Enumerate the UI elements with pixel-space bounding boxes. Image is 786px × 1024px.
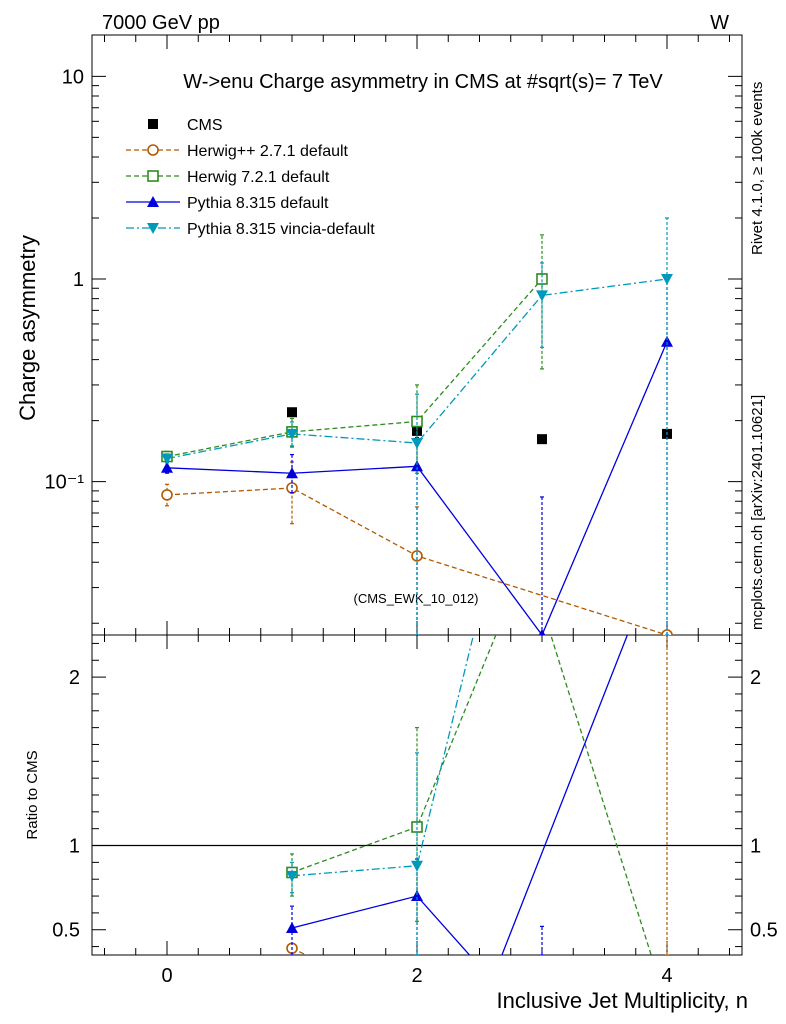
main-herwig-7-2-1-default-series <box>161 234 548 474</box>
source-label: mcplots.cern.ch [arXiv:2401.10621] <box>749 395 766 630</box>
main-y-tick-label: 10 <box>62 66 84 88</box>
ratio-herwig-2-7-1-default-series <box>286 635 669 955</box>
legend-herwig-2-7-1-default-label: Herwig++ 2.7.1 default <box>187 143 349 160</box>
main-pythia-8-315-vincia-default-point <box>411 438 423 450</box>
main-pythia-8-315-vincia-default-point <box>661 273 673 285</box>
main-pythia-8-315-vincia-default-series <box>161 217 673 635</box>
ratio-pythia-8-315-vincia-default-point <box>286 870 298 882</box>
legend-pythia-8-315-vincia-default-marker <box>147 223 159 234</box>
x-tick-label: 0 <box>161 965 172 987</box>
main-pythia-8-315-default-point <box>411 460 423 472</box>
ratio-herwig-7-2-1-default-series <box>286 635 652 955</box>
legend-herwig-7-2-1-default-label: Herwig 7.2.1 default <box>187 169 330 186</box>
legend-herwig-7-2-1-default-marker <box>147 170 159 182</box>
legend-cms-label: CMS <box>187 117 223 134</box>
main-pythia-8-315-default-point <box>661 335 673 347</box>
legend-pythia-8-315-default-marker <box>147 196 159 207</box>
legend-pythia-8-315-vincia-default-label: Pythia 8.315 vincia-default <box>187 221 375 238</box>
main-herwig-2-7-1-default-point <box>161 489 173 501</box>
ratio-clip-group <box>286 635 669 955</box>
main-cms-series <box>287 407 672 445</box>
plot-title: W->enu Charge asymmetry in CMS at #sqrt(… <box>183 71 663 93</box>
legend-herwig-7-2-1-default: Herwig 7.2.1 default <box>126 169 330 186</box>
x-tick-label: 2 <box>411 965 422 987</box>
ratio-y-tick-label: 2 <box>69 667 80 689</box>
ratio-y-tick-label: 1 <box>750 836 761 858</box>
watermark-label: (CMS_EWK_10_012) <box>354 591 479 606</box>
main-series-layer <box>161 217 673 635</box>
process-label: W <box>710 12 729 34</box>
main-pythia-8-315-vincia-default-point <box>536 290 548 302</box>
main-axis-ticks: 10 1 10⁻¹ <box>45 35 742 635</box>
main-herwig-7-2-1-default-point <box>411 415 423 428</box>
legend-pythia-8-315-default: Pythia 8.315 default <box>126 195 329 212</box>
ratio-y-tick-label: 1 <box>69 836 80 858</box>
legend-herwig-2-7-1-default-marker <box>147 144 159 156</box>
main-pythia-8-315-vincia-default-point <box>161 453 173 465</box>
main-pythia-8-315-default-point <box>161 461 173 473</box>
ratio-pythia-8-315-default-point <box>286 922 298 934</box>
main-cms-point <box>537 434 547 445</box>
ratio-pythia-8-315-default-point <box>411 890 423 902</box>
main-herwig-7-2-1-default-line <box>166 278 543 458</box>
ratio-y-tick-label: 0.5 <box>52 920 80 942</box>
ratio-y-axis-label: Ratio to CMS <box>24 750 41 839</box>
legend-cms-marker <box>148 119 158 129</box>
legend-pythia-8-315-default-label: Pythia 8.315 default <box>187 195 329 212</box>
ratio-pythia-8-315-vincia-default-series <box>286 635 475 955</box>
main-pythia-8-315-default-point <box>538 629 546 635</box>
energy-label: 7000 GeV pp <box>102 12 220 34</box>
x-axis-label: Inclusive Jet Multiplicity, n <box>497 988 748 1013</box>
main-herwig-2-7-1-default-line <box>166 487 668 635</box>
legend-cms: CMS <box>148 117 223 134</box>
x-tick-label: 4 <box>661 965 672 987</box>
main-cms-point <box>287 407 297 418</box>
ratio-pythia-8-315-vincia-default-point <box>411 860 423 872</box>
main-y-tick-label: 1 <box>73 269 84 291</box>
ratio-y-tick-label: 2 <box>750 667 761 689</box>
main-clip-group <box>161 217 673 635</box>
legend-herwig-2-7-1-default: Herwig++ 2.7.1 default <box>126 143 349 160</box>
main-herwig-7-2-1-default-point <box>536 273 548 285</box>
main-y-tick-label: 10⁻¹ <box>45 472 85 494</box>
legend: CMS Herwig++ 2.7.1 default Herwig 7.2.1 de… <box>126 117 375 238</box>
ratio-herwig-7-2-1-default-line <box>291 635 652 955</box>
main-pythia-8-315-vincia-default-point <box>286 428 298 440</box>
main-y-axis-label: Charge asymmetry <box>15 235 40 421</box>
main-herwig-2-7-1-default-point <box>411 550 423 562</box>
ratio-pythia-8-315-default-line <box>291 635 629 955</box>
rivet-label: Rivet 4.1.0, ≥ 100k events <box>749 82 766 255</box>
ratio-axis-ticks: 0.5 0.5 1 1 2 2 0 2 4 <box>52 635 778 987</box>
legend-pythia-8-315-vincia-default: Pythia 8.315 vincia-default <box>126 221 375 238</box>
ratio-herwig-2-7-1-default-line <box>291 947 308 955</box>
main-pythia-8-315-default-point <box>286 467 298 479</box>
ratio-y-tick-label: 0.5 <box>750 920 778 942</box>
ratio-series-layer <box>286 635 669 955</box>
